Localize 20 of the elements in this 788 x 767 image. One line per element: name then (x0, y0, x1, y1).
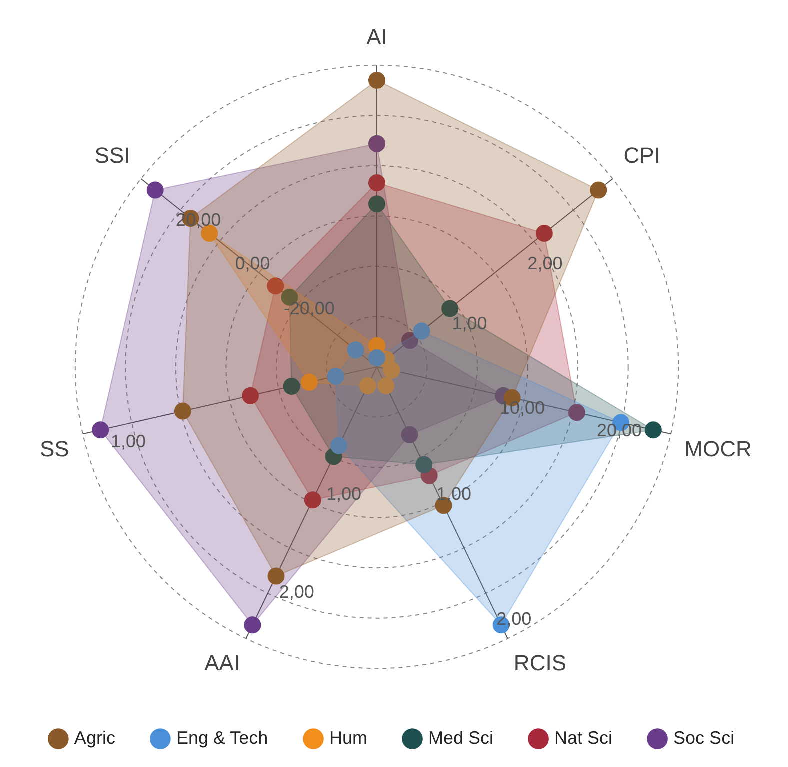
legend-label: Med Sci (428, 728, 494, 748)
text: -20,00 (284, 298, 335, 319)
legend-label: Agric (74, 728, 116, 748)
spoke-label: CPI (624, 143, 660, 168)
spoke-label: AI (366, 24, 388, 50)
text: 1,00 (326, 484, 362, 504)
text: 2,00 (279, 582, 314, 602)
text: 1,00 (110, 432, 146, 452)
spoke-label: AAI (204, 650, 240, 676)
legend-label: Hum (330, 728, 368, 748)
text: 2,00 (496, 609, 532, 630)
legend-label: Eng & Tech (176, 728, 268, 748)
legend-label: Soc Sci (674, 728, 735, 748)
spoke-label: SSI (94, 143, 130, 168)
legend-label: Nat Sci (554, 728, 613, 748)
spoke-label: RCIS (514, 650, 566, 676)
spoke-label: SS (40, 436, 70, 462)
spoke-label: MOCR (684, 436, 752, 462)
text: 2,00 (528, 253, 563, 274)
text: 1,00 (452, 314, 488, 334)
